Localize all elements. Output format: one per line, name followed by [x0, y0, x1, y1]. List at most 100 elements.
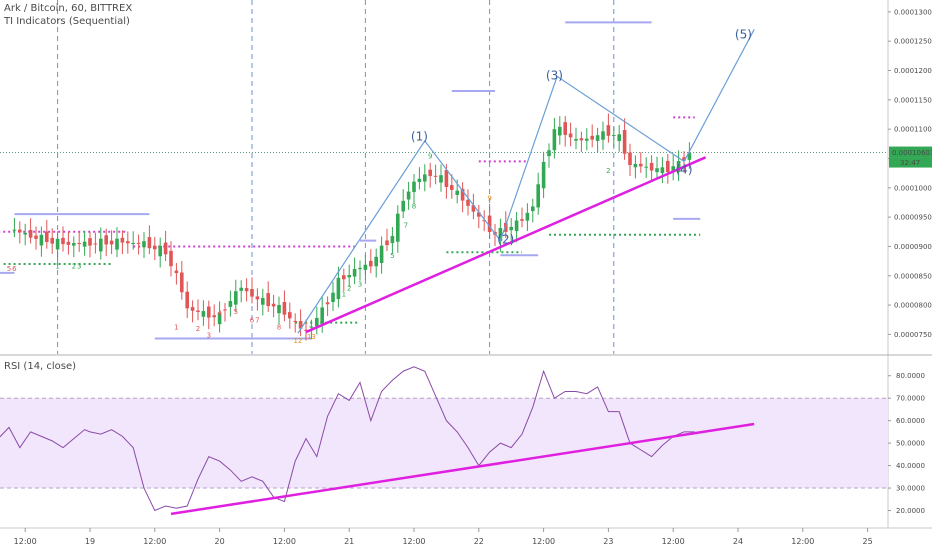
- candle: [628, 152, 632, 166]
- candle: [196, 310, 200, 313]
- rsi-trendline: [170, 422, 755, 516]
- candle: [622, 130, 627, 154]
- sequential-count: 6: [12, 265, 17, 273]
- rsi-tick-label: 70.0000: [896, 395, 925, 403]
- sequential-count: 7: [255, 317, 259, 325]
- candle: [401, 200, 405, 212]
- candle: [12, 229, 17, 231]
- time-tick-label: 12:00: [143, 537, 166, 546]
- candle: [271, 303, 276, 307]
- candle: [282, 302, 287, 315]
- candle: [320, 307, 324, 324]
- candle: [606, 125, 611, 136]
- candle: [325, 302, 330, 305]
- sequential-count: 8: [277, 324, 281, 332]
- candle: [201, 311, 206, 317]
- wave-label-1: (1): [411, 129, 428, 143]
- candle: [61, 237, 65, 245]
- candle: [126, 241, 130, 244]
- candle: [687, 153, 692, 160]
- sequential-count: 4: [217, 310, 222, 318]
- candle: [455, 190, 459, 195]
- candle: [104, 235, 108, 245]
- candle: [298, 320, 303, 329]
- candle: [336, 277, 341, 300]
- candle: [423, 174, 427, 182]
- wave-label-4: (4): [676, 163, 693, 177]
- sequential-count: 3: [358, 280, 362, 288]
- candle: [682, 157, 686, 161]
- candle: [34, 235, 38, 239]
- candle: [28, 229, 33, 238]
- sequential-count: 2: [347, 284, 351, 292]
- candle: [498, 227, 503, 242]
- candle: [309, 326, 314, 328]
- candle: [174, 270, 179, 274]
- rsi-tick-label: 50.0000: [896, 440, 925, 448]
- candle: [612, 134, 616, 136]
- candle: [439, 175, 443, 183]
- wave-label-5: (5): [735, 27, 752, 41]
- sequential-count: 3: [77, 263, 81, 271]
- candle: [223, 309, 227, 311]
- countdown-badge: [889, 157, 932, 168]
- candle: [331, 292, 335, 303]
- candle: [169, 250, 173, 267]
- candle: [234, 291, 238, 305]
- wave-label-3: (3): [546, 68, 563, 82]
- candle: [120, 237, 125, 243]
- price-badge-value: 0.00010601: [892, 149, 932, 157]
- rsi-tick-label: 20.0000: [896, 507, 925, 515]
- candle: [590, 135, 594, 140]
- time-tick-label: 25: [863, 537, 873, 546]
- sequential-count: 5: [390, 252, 394, 260]
- candle: [212, 315, 216, 318]
- sequential-count: 2: [606, 167, 610, 175]
- candle: [288, 312, 292, 319]
- candle: [45, 231, 49, 242]
- candle: [531, 206, 535, 212]
- candle: [660, 167, 665, 174]
- candle: [23, 232, 27, 235]
- sequential-count: 7: [404, 222, 408, 230]
- candle: [509, 226, 513, 231]
- candle: [552, 129, 557, 151]
- sequential-count: 5: [7, 265, 11, 273]
- candle: [315, 317, 319, 327]
- sequential-count: 13: [307, 333, 316, 341]
- candle: [676, 160, 681, 172]
- rsi-title: RSI (14, close): [4, 361, 77, 372]
- candle: [72, 243, 76, 246]
- candle: [520, 219, 524, 221]
- sequential-count: 9: [487, 195, 491, 203]
- candle: [88, 238, 92, 246]
- time-tick-label: 21: [344, 537, 354, 546]
- candle: [482, 220, 486, 222]
- sequential-count: 1: [55, 263, 59, 271]
- wave-label-2: (2): [497, 233, 514, 247]
- candle: [466, 199, 470, 206]
- sequential-count: 1: [174, 324, 178, 332]
- sequential-count: 4: [379, 252, 384, 260]
- candle: [190, 307, 195, 311]
- countdown-value: 32:47: [900, 159, 920, 167]
- sequential-count: 6: [396, 220, 401, 228]
- candle: [547, 150, 551, 157]
- candle: [136, 242, 141, 244]
- candle: [255, 296, 260, 300]
- candle: [250, 288, 254, 297]
- candle: [239, 287, 243, 291]
- candle: [390, 235, 395, 244]
- time-tick-label: 24: [733, 537, 743, 546]
- candle: [352, 268, 357, 277]
- time-tick-label: 19: [85, 537, 95, 546]
- sequential-count: 5: [234, 308, 238, 316]
